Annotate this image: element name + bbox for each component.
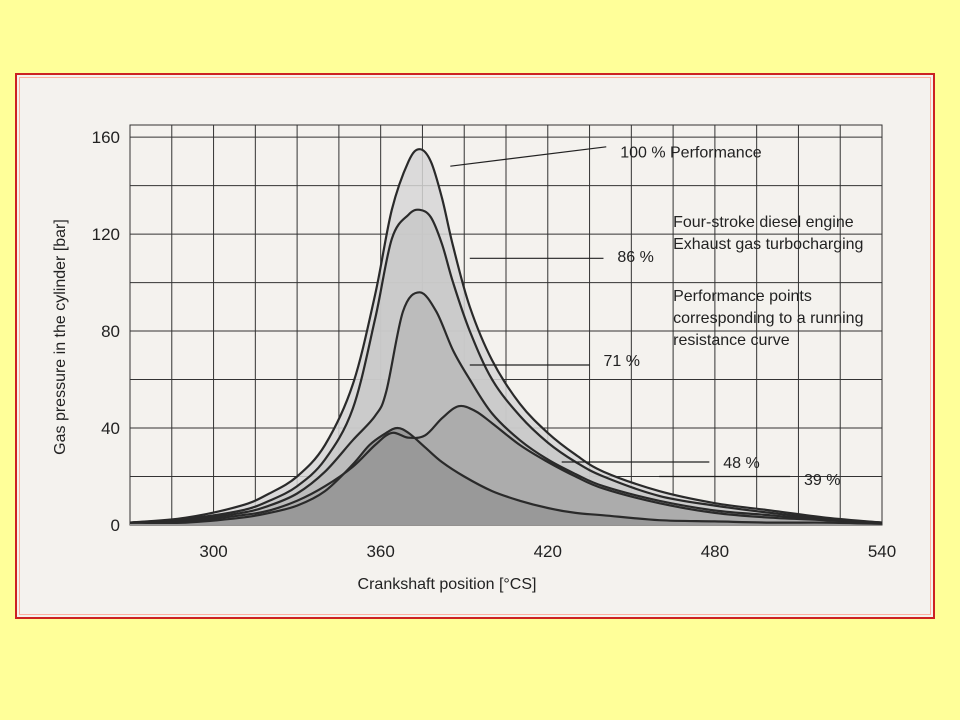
x-tick-label: 360 [366,542,394,561]
tick-labels: 0 40 80 120 160 300 360 420 480 540 [92,128,897,561]
pressure-chart: 0 40 80 120 160 300 360 420 480 540 100 % Perform… [52,124,897,593]
series-labels: 100 % Performance 86 % 71 % 48 % 39 % [450,145,840,489]
description-line: Exhaust gas turbocharging [673,236,863,253]
x-tick-label: 300 [199,542,227,561]
y-tick-label: 120 [92,225,120,244]
series-line-1 [129,208,883,524]
series-line-2 [129,291,883,524]
description-line: resistance curve [673,332,790,349]
y-tick-label: 80 [101,322,120,341]
series-label: 86 % [617,249,653,266]
description-line: corresponding to a running [673,310,863,327]
grid [129,124,883,526]
chart-frame: 0 40 80 120 160 300 360 420 480 540 100 % Perform… [15,73,935,619]
series-label: 48 % [723,455,759,472]
series-line-0 [129,148,883,524]
series-fill-4 [130,428,882,525]
x-tick-label: 540 [868,542,896,561]
y-tick-label: 0 [111,516,120,535]
y-tick-label: 40 [101,419,120,438]
x-tick-label: 420 [534,542,562,561]
series-line-4 [129,426,883,525]
description-line: Four-stroke diesel engine [673,214,854,231]
y-axis-label: Gas pressure in the cylinder [bar] [52,219,69,455]
x-tick-label: 480 [701,542,729,561]
series-line-3 [129,404,883,524]
leader-line [450,146,607,167]
chart-description: Four-stroke diesel engine Exhaust gas tur… [673,214,863,349]
series-label: 71 % [603,353,639,370]
series-label: 39 % [804,472,840,489]
series-label: 100 % Performance [620,145,762,162]
y-tick-label: 160 [92,128,120,147]
series-lines [129,148,883,525]
description-line: Performance points [673,288,812,305]
x-axis-label: Crankshaft position [°CS] [358,576,537,593]
